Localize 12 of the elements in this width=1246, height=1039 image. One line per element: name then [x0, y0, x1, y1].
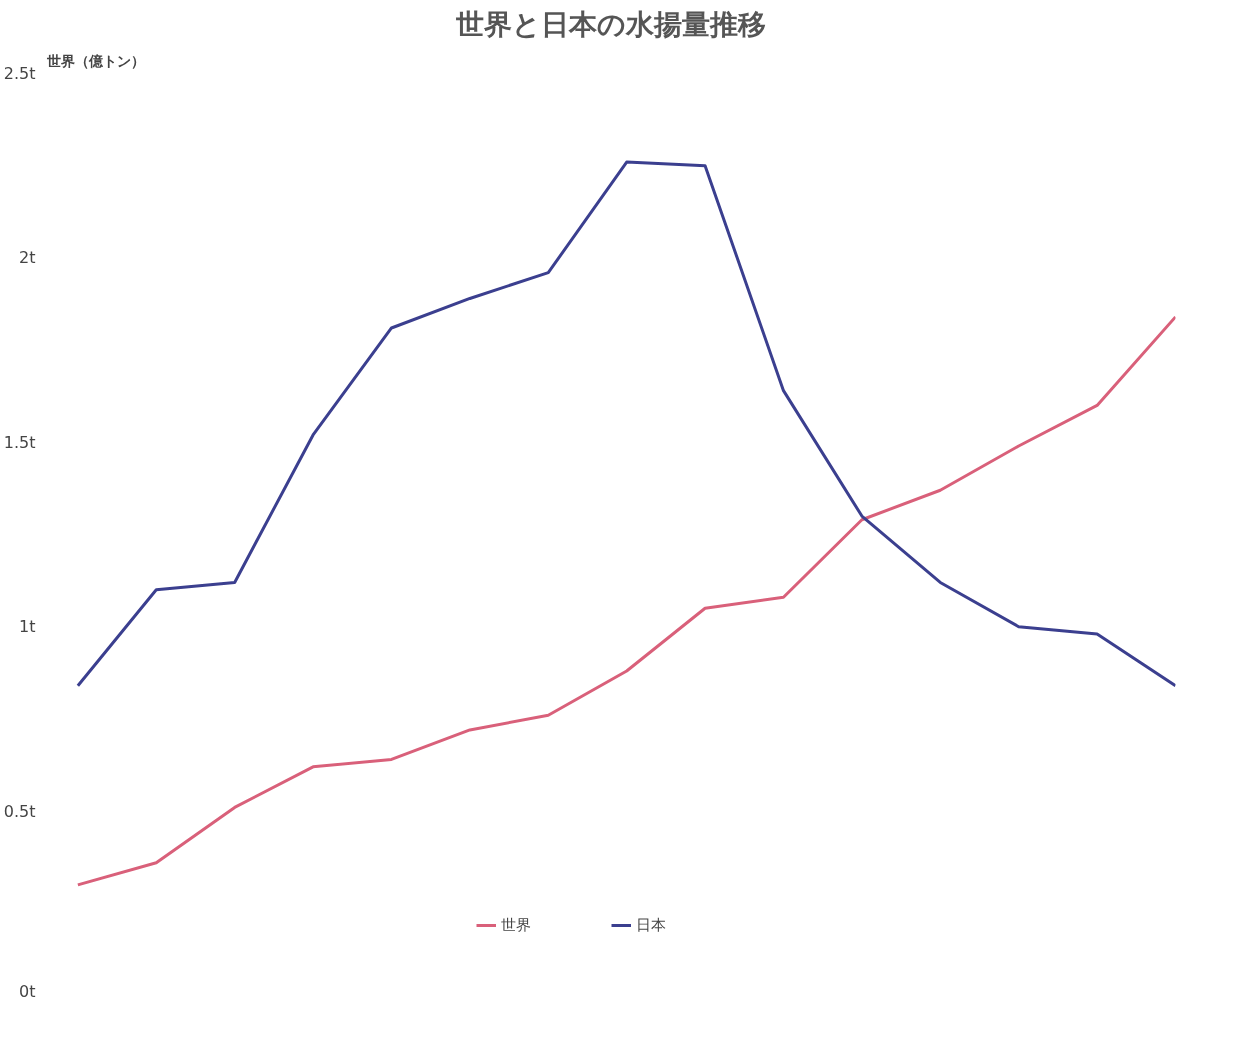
y-tick-label: 1.5t: [3, 432, 36, 452]
y-axis-title: 世界（億トン）: [45, 52, 145, 69]
y-tick-label: 2.5t: [3, 64, 36, 83]
y-tick-label: 0.5t: [3, 801, 36, 821]
line-series: [76, 315, 1176, 887]
line-series: [76, 160, 1176, 688]
chart-title: 世界と日本の水揚量推移: [455, 7, 766, 41]
y-tick-label: 2t: [19, 248, 36, 268]
y-tick-label: 0t: [19, 981, 36, 1001]
y-tick-label: 1t: [19, 617, 36, 637]
legend-label: 世界: [501, 915, 531, 935]
legend-label: 日本: [636, 915, 666, 935]
